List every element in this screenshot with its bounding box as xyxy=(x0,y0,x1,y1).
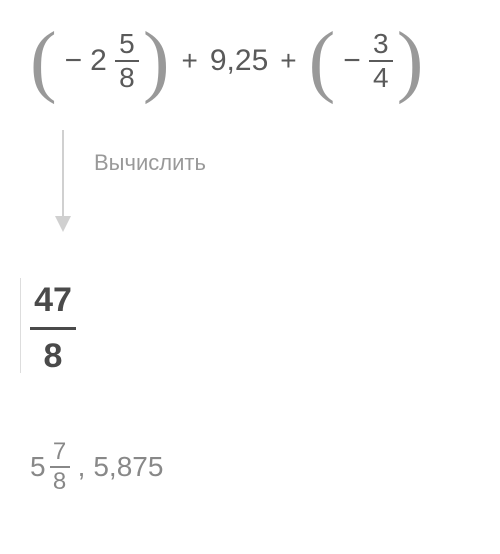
result-frac: 47 8 xyxy=(30,280,76,377)
separator: , xyxy=(78,451,86,483)
minus-sign: − xyxy=(65,44,83,78)
result-denominator: 8 xyxy=(30,327,76,377)
mixed-whole: 5 xyxy=(30,451,46,483)
mixed-denominator: 8 xyxy=(50,466,70,494)
denominator: 4 xyxy=(369,60,393,92)
denominator: 8 xyxy=(115,60,139,92)
mixed-frac: 7 8 xyxy=(50,440,70,494)
result-fraction: 47 8 xyxy=(30,280,76,377)
calculate-arrow: Вычислить xyxy=(62,130,206,230)
minus-sign: − xyxy=(343,44,361,78)
close-paren: ) xyxy=(143,33,170,89)
plus-operator: + xyxy=(182,45,198,77)
action-label: Вычислить xyxy=(94,150,206,176)
mixed-fraction: 5 7 8 xyxy=(30,440,70,494)
mixed-numerator: 7 xyxy=(53,440,66,466)
fraction-1: 5 8 xyxy=(115,30,139,92)
arrow-head-icon xyxy=(55,216,71,232)
alternative-results: 5 7 8 , 5,875 xyxy=(30,440,163,494)
whole-number: 2 xyxy=(90,44,107,78)
arrow-line xyxy=(62,130,64,230)
open-paren: ( xyxy=(30,33,57,89)
plus-operator: + xyxy=(280,45,296,77)
decimal-term: 9,25 xyxy=(210,44,268,78)
math-expression: ( − 2 5 8 ) + 9,25 + ( − 3 4 ) xyxy=(30,30,470,92)
result-numerator: 47 xyxy=(34,280,72,327)
fraction-2: 3 4 xyxy=(369,30,393,92)
decimal-result: 5,875 xyxy=(93,451,163,483)
close-paren: ) xyxy=(397,33,424,89)
vertical-divider xyxy=(20,278,21,373)
numerator: 5 xyxy=(119,30,135,60)
numerator: 3 xyxy=(373,30,389,60)
open-paren: ( xyxy=(309,33,336,89)
